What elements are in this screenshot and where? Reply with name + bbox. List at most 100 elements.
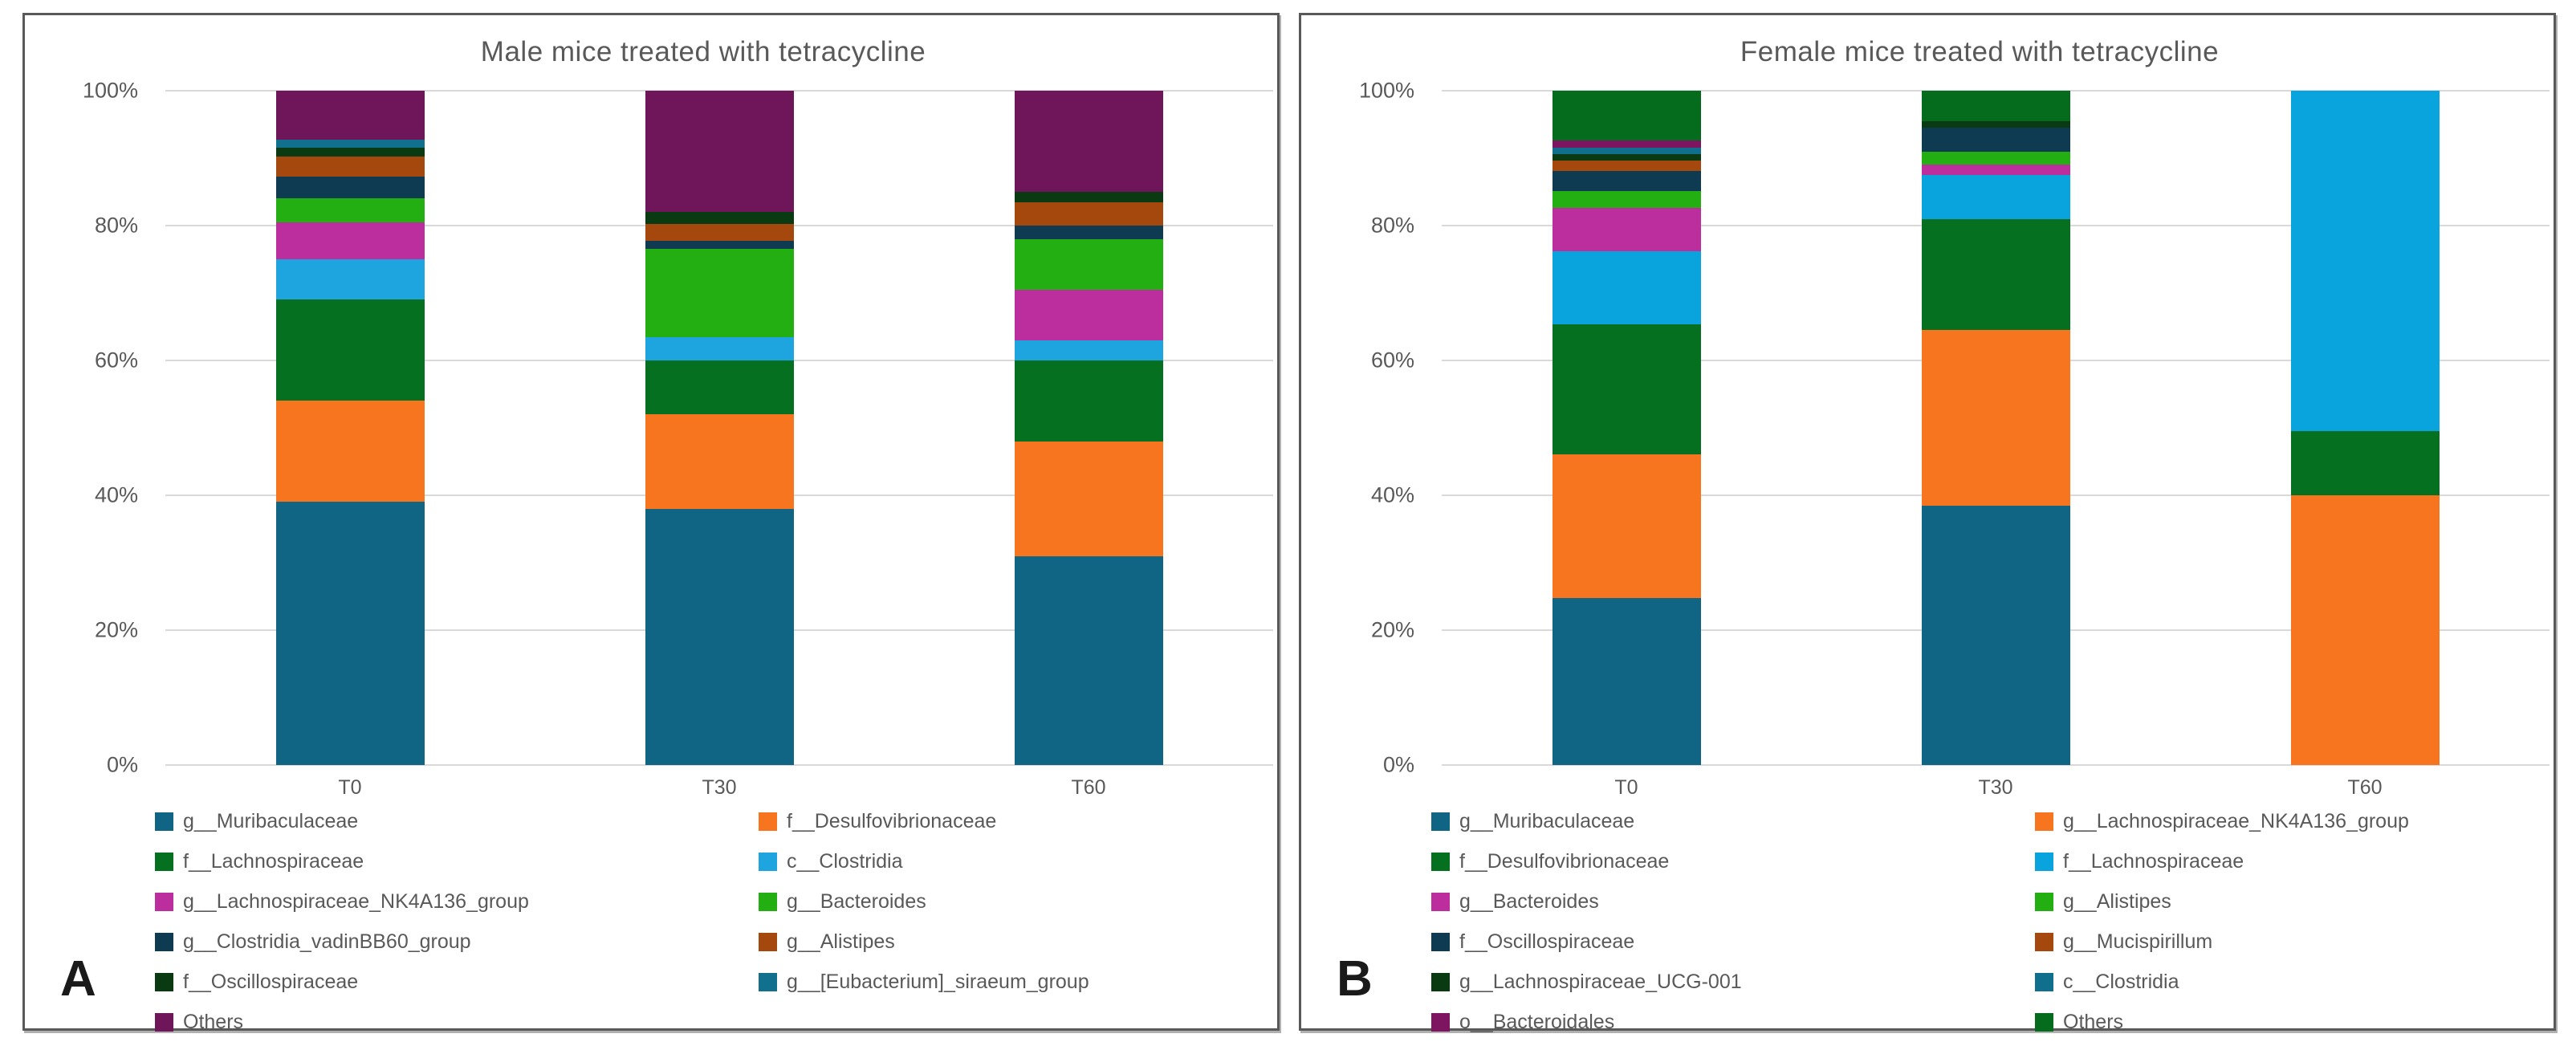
legend-label: c__Clostridia bbox=[2063, 971, 2179, 993]
legend-label: g__Muribaculaceae bbox=[1459, 810, 1635, 832]
plot-area: 100% 80% 60% 40% 20% 0% bbox=[83, 79, 1273, 777]
panel-male-mice-chart: Male mice treated with tetracycline 100%… bbox=[22, 13, 1280, 1034]
legend-label: g__Lachnospiraceae_UCG-001 bbox=[1459, 971, 1742, 993]
legend-swatch bbox=[2035, 812, 2053, 831]
bar-segment-c__Clostridia bbox=[645, 336, 794, 361]
legend-item: g__Lachnospiraceae_NK4A136_group bbox=[2035, 810, 2517, 833]
bar-segment-f__Oscillospiraceae bbox=[275, 148, 425, 157]
bar-segment-g__Bacteroides bbox=[645, 249, 794, 337]
bar-group-T60 bbox=[2180, 91, 2550, 765]
x-axis-label: T60 bbox=[2347, 776, 2383, 799]
chart-legend: g__Muribaculaceae f__Desulfovibrionaceae f… bbox=[155, 810, 1240, 1034]
legend-label: Others bbox=[183, 1011, 244, 1033]
bar-segment-f__Lachnospiraceae bbox=[275, 299, 425, 401]
bar-segment-f__Desulfovibrionaceae bbox=[1921, 218, 2070, 331]
panel-female-mice-chart: Female mice treated with tetracycline 10… bbox=[1299, 13, 2556, 1034]
bar-segment-g__Alistipes bbox=[1921, 151, 2070, 165]
bar-segment-g__Muribaculaceae bbox=[1014, 556, 1163, 765]
bar-segment-f__Oscillospiraceae bbox=[1552, 170, 1701, 191]
bar-segment-g__Lachnospiraceae_NK4A136_group bbox=[1921, 330, 2070, 506]
chart-title: Male mice treated with tetracycline bbox=[480, 36, 926, 67]
legend-label: f__Desulfovibrionaceae bbox=[1459, 850, 1670, 873]
bar-segment-Others bbox=[275, 91, 425, 140]
plot-area: 100% 80% 60% 40% 20% 0% bbox=[1359, 79, 2550, 777]
legend-swatch bbox=[155, 853, 173, 871]
bar-segment-g__Lachnospiraceae_NK4A136_group bbox=[2290, 495, 2440, 765]
bar-segment-c__Clostridia bbox=[1552, 147, 1701, 154]
legend-item: Others bbox=[155, 1011, 759, 1034]
y-axis-tick-label: 100% bbox=[82, 78, 138, 103]
legend-swatch bbox=[155, 812, 173, 831]
bar-segment-Others bbox=[1014, 91, 1163, 193]
chart-legend: g__Muribaculaceae g__Lachnospiraceae_NK4A… bbox=[1431, 810, 2517, 1034]
bar-segment-g__Mucispirillum bbox=[1552, 161, 1701, 171]
y-axis-tick-label: 20% bbox=[94, 617, 138, 642]
legend-label: g__Lachnospiraceae_NK4A136_group bbox=[183, 890, 529, 913]
legend-item: f__Oscillospiraceae bbox=[155, 971, 759, 994]
legend-item: g__Lachnospiraceae_UCG-001 bbox=[1431, 971, 2035, 994]
legend-swatch bbox=[155, 1013, 173, 1032]
bar-segment-g__Clostridia_vadinBB60_group bbox=[1014, 226, 1163, 239]
bar-segment-g__Muribaculaceae bbox=[645, 508, 794, 765]
y-axis-tick-label: 0% bbox=[1382, 752, 1414, 777]
gridline bbox=[1442, 764, 2550, 766]
y-axis-tick-label: 60% bbox=[94, 348, 138, 372]
legend-swatch bbox=[1431, 853, 1450, 871]
legend-swatch bbox=[155, 933, 173, 951]
gridline bbox=[165, 90, 1273, 92]
legend-item: g__[Eubacterium]_siraeum_group bbox=[759, 971, 1240, 994]
bar-segment-g__[Eubacterium]_siraeum_group bbox=[275, 140, 425, 149]
bar-segment-f__Desulfovibrionaceae bbox=[275, 401, 425, 503]
legend-item: g__Bacteroides bbox=[759, 890, 1240, 914]
legend-label: g__Lachnospiraceae_NK4A136_group bbox=[2063, 810, 2409, 832]
bar-group-T0 bbox=[165, 91, 535, 765]
legend-swatch bbox=[759, 893, 777, 911]
legend-swatch bbox=[2035, 973, 2053, 991]
bar-segment-g__Bacteroides bbox=[1552, 207, 1701, 251]
legend-item: g__Mucispirillum bbox=[2035, 930, 2517, 954]
bar-segment-g__Bacteroides bbox=[1921, 165, 2070, 176]
legend-item: g__Lachnospiraceae_NK4A136_group bbox=[155, 890, 759, 914]
panel-letter-label: A bbox=[60, 951, 96, 1007]
bar-segment-g__Bacteroides bbox=[1014, 238, 1163, 290]
x-axis-label: T30 bbox=[1978, 776, 2013, 799]
bar-segment-f__Oscillospiraceae bbox=[1014, 192, 1163, 202]
legend-label: g__Mucispirillum bbox=[2063, 930, 2213, 953]
legend-label: Others bbox=[2063, 1011, 2124, 1033]
legend-swatch bbox=[1431, 973, 1450, 991]
bar-group-T60 bbox=[904, 91, 1273, 765]
bar-segment-o__Bacteroidales bbox=[1552, 140, 1701, 148]
gridline bbox=[1442, 90, 2550, 92]
stacked-bar-T0 bbox=[1552, 90, 1701, 765]
x-axis-labels: T0 T30 T60 bbox=[165, 776, 1273, 800]
bars-container bbox=[165, 91, 1273, 765]
y-axis-tick-label: 100% bbox=[1358, 78, 1414, 103]
legend-label: g__Bacteroides bbox=[1459, 890, 1599, 913]
legend-swatch bbox=[155, 893, 173, 911]
legend-swatch bbox=[1431, 812, 1450, 831]
bar-segment-g__Muribaculaceae bbox=[275, 502, 425, 765]
legend-swatch bbox=[1431, 933, 1450, 951]
bar-segment-f__Lachnospiraceae bbox=[645, 360, 794, 415]
legend-item: g__Alistipes bbox=[2035, 890, 2517, 914]
bar-segment-f__Oscillospiraceae bbox=[1921, 128, 2070, 152]
legend-item: f__Oscillospiraceae bbox=[1431, 930, 2035, 954]
x-axis-label: T0 bbox=[338, 776, 362, 799]
legend-item: Others bbox=[2035, 1011, 2517, 1034]
bar-segment-g__Lachnospiraceae_NK4A136_group bbox=[1014, 289, 1163, 340]
legend-label: f__Oscillospiraceae bbox=[183, 971, 359, 993]
bar-segment-g__Lachnospiraceae_UCG-001 bbox=[1921, 120, 2070, 128]
legend-item: g__Muribaculaceae bbox=[1431, 810, 2035, 833]
bar-segment-f__Oscillospiraceae bbox=[645, 212, 794, 225]
legend-label: g__Muribaculaceae bbox=[183, 810, 359, 832]
legend-label: g__Clostridia_vadinBB60_group bbox=[183, 930, 471, 953]
bar-segment-Others bbox=[1552, 90, 1701, 141]
stacked-bar-T0 bbox=[275, 91, 425, 765]
legend-label: g__[Eubacterium]_siraeum_group bbox=[787, 971, 1089, 993]
chart-title: Female mice treated with tetracycline bbox=[1740, 36, 2220, 67]
legend-item: g__Bacteroides bbox=[1431, 890, 2035, 914]
y-axis-tick-label: 80% bbox=[94, 213, 138, 238]
y-axis-tick-label: 20% bbox=[1370, 617, 1414, 642]
gridline bbox=[165, 764, 1273, 766]
bar-segment-g__Bacteroides bbox=[275, 198, 425, 222]
